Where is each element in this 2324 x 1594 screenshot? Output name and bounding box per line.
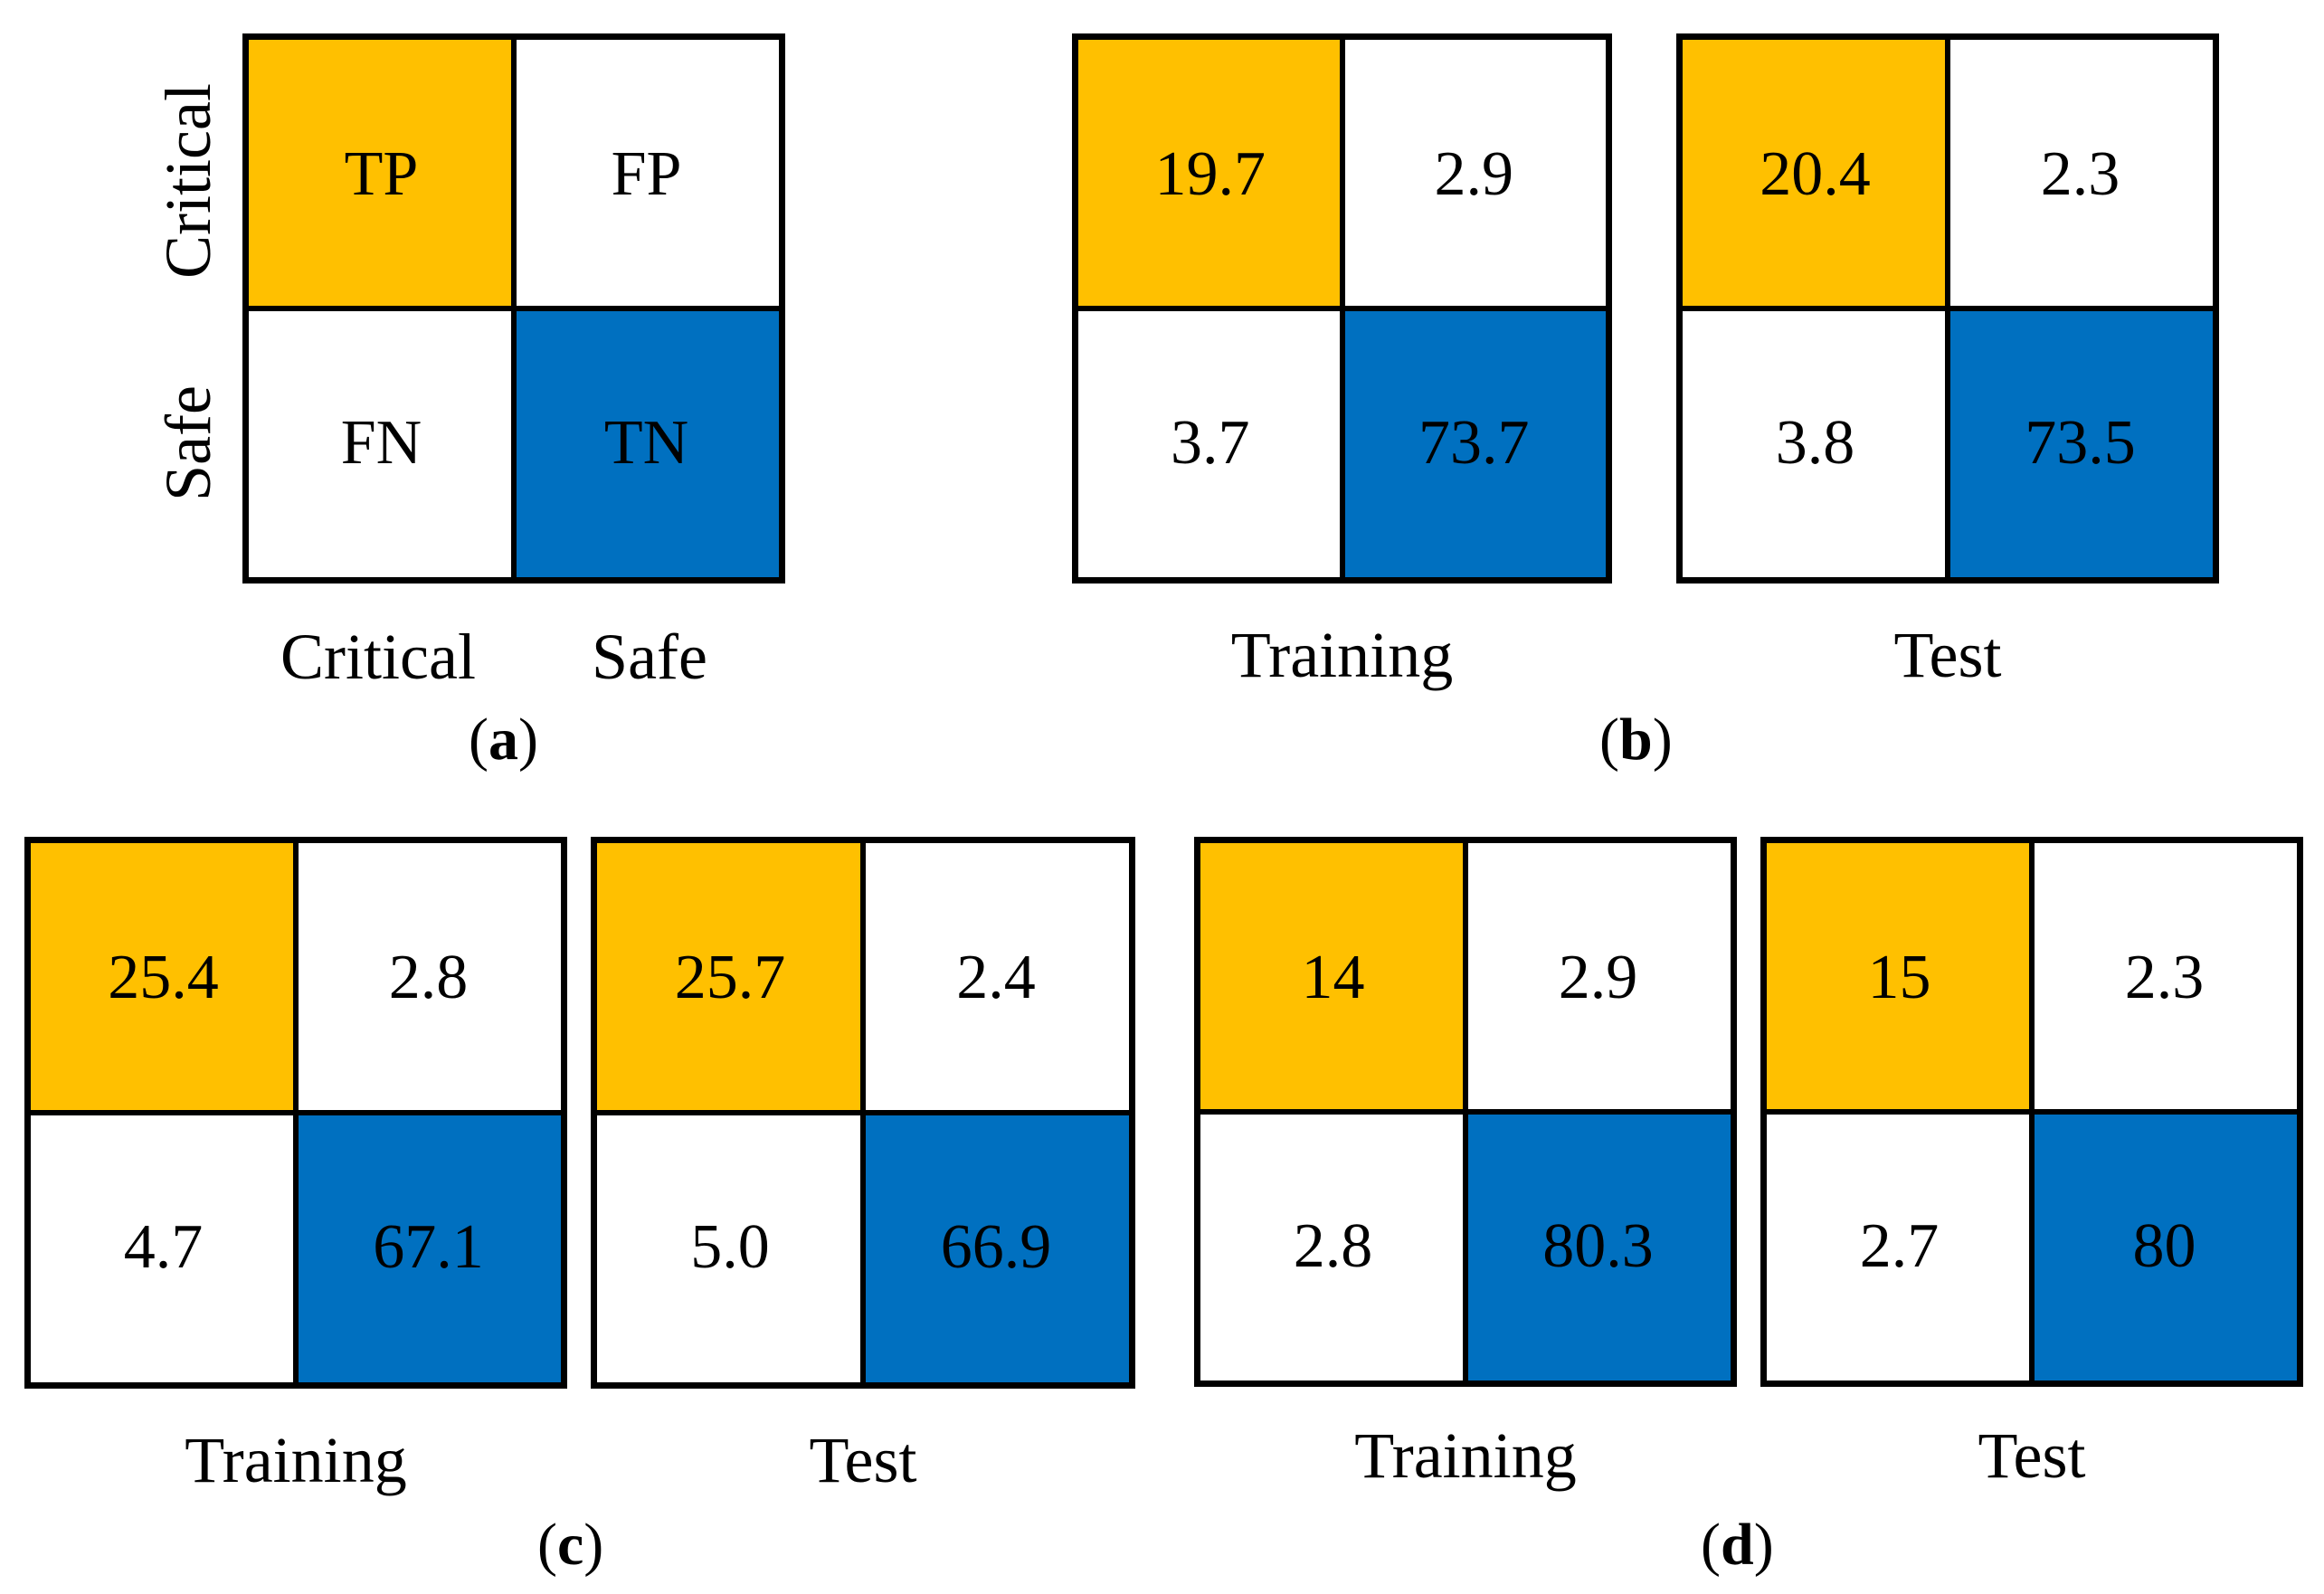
- cell-tp: 15: [1767, 843, 2032, 1112]
- matrix-d-test-title: Test: [1978, 1419, 2086, 1492]
- matrix-c-training: 25.4 2.8 4.7 67.1: [24, 837, 567, 1389]
- divider-horizontal: [31, 1110, 561, 1115]
- cell-tn: TN: [514, 308, 779, 577]
- divider-horizontal: [1683, 306, 2213, 311]
- matrix-b-training: 19.7 2.9 3.7 73.7: [1072, 33, 1612, 584]
- cell-fn: FN: [249, 308, 514, 577]
- cell-tn: 73.5: [1948, 308, 2213, 577]
- cell-fn: 4.7: [31, 1113, 296, 1382]
- cell-fp: 2.4: [863, 843, 1129, 1113]
- divider-horizontal: [1078, 306, 1606, 311]
- cell-fn: 3.7: [1078, 308, 1342, 577]
- cell-tn: 73.7: [1342, 308, 1606, 577]
- matrix-b-training-title: Training: [1230, 619, 1454, 691]
- cell-tn: 67.1: [296, 1113, 561, 1382]
- matrix-d-training: 14 2.9 2.8 80.3: [1194, 837, 1737, 1387]
- cell-tp: 20.4: [1683, 40, 1948, 308]
- cell-fn: 5.0: [597, 1113, 863, 1382]
- cell-fn: 2.8: [1200, 1112, 1466, 1381]
- panel-label-c: (c): [537, 1512, 604, 1578]
- matrix-b-test: 20.4 2.3 3.8 73.5: [1676, 33, 2219, 584]
- matrix-a-legend: TP FP FN TN: [242, 33, 785, 584]
- matrix-d-test: 15 2.3 2.7 80: [1760, 837, 2303, 1387]
- divider-horizontal: [1767, 1109, 2297, 1115]
- cell-tn: 80.3: [1466, 1112, 1731, 1381]
- cell-fp: 2.9: [1466, 843, 1731, 1112]
- matrix-d-training-title: Training: [1354, 1419, 1577, 1492]
- divider-horizontal: [597, 1110, 1129, 1115]
- cell-fn: 2.7: [1767, 1112, 2032, 1381]
- matrix-b-test-title: Test: [1893, 619, 2002, 691]
- cell-fp: 2.3: [1948, 40, 2213, 308]
- cell-tn: 80: [2032, 1112, 2297, 1381]
- cell-tp: 14: [1200, 843, 1466, 1112]
- divider-horizontal: [1200, 1109, 1731, 1115]
- matrix-c-training-title: Training: [185, 1424, 407, 1496]
- cell-tp: 25.4: [31, 843, 296, 1113]
- panel-label-b: (b): [1599, 707, 1673, 773]
- panel-label-a: (a): [469, 707, 538, 773]
- divider-horizontal: [249, 306, 779, 311]
- col-label-critical: Critical: [280, 621, 476, 693]
- col-label-safe: Safe: [592, 621, 707, 693]
- matrix-c-test: 25.7 2.4 5.0 66.9: [591, 837, 1135, 1389]
- cell-fp: 2.9: [1342, 40, 1606, 308]
- row-label-critical: Critical: [152, 83, 224, 279]
- cell-fp: 2.8: [296, 843, 561, 1113]
- cell-fp: FP: [514, 40, 779, 308]
- cell-tp: TP: [249, 40, 514, 308]
- cell-tp: 25.7: [597, 843, 863, 1113]
- matrix-c-test-title: Test: [809, 1424, 917, 1496]
- cell-fn: 3.8: [1683, 308, 1948, 577]
- cell-tp: 19.7: [1078, 40, 1342, 308]
- row-label-safe: Safe: [152, 385, 224, 501]
- cell-tn: 66.9: [863, 1113, 1129, 1382]
- panel-label-d: (d): [1701, 1512, 1774, 1578]
- cell-fp: 2.3: [2032, 843, 2297, 1112]
